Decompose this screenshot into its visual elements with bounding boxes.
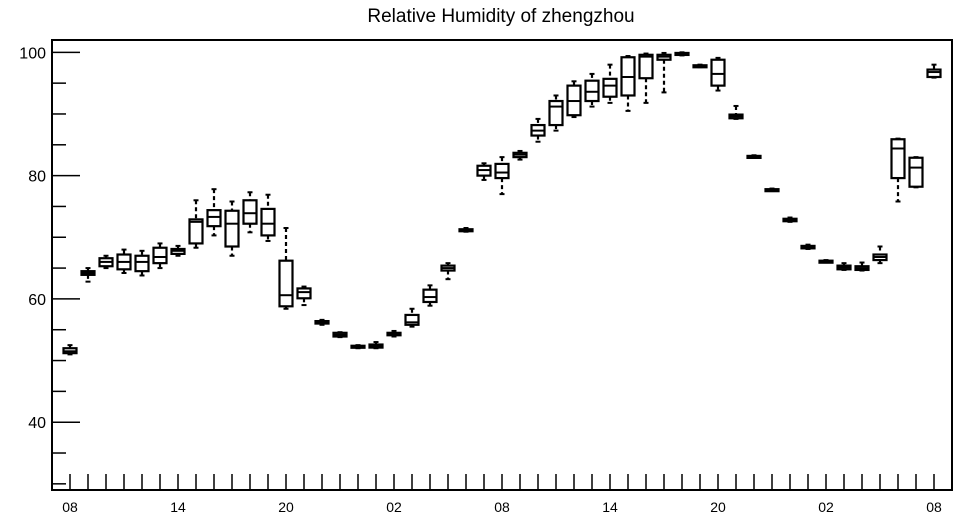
box-5 bbox=[152, 242, 168, 270]
box-47 bbox=[908, 156, 924, 189]
box-40 bbox=[782, 216, 798, 223]
box-39 bbox=[764, 187, 780, 193]
box-2 bbox=[98, 254, 114, 270]
box-28 bbox=[566, 80, 582, 119]
box-11 bbox=[260, 193, 276, 242]
x-tick-label: 20 bbox=[278, 499, 294, 515]
y-tick-label: 80 bbox=[28, 169, 46, 186]
box-44 bbox=[854, 261, 870, 272]
x-axis: 08 14 20 02 08 14 20 02 08 bbox=[62, 474, 942, 515]
box-35 bbox=[692, 63, 708, 69]
y-tick-label: 60 bbox=[28, 292, 46, 309]
box-31 bbox=[620, 55, 636, 112]
box-30 bbox=[602, 63, 618, 104]
box-33 bbox=[656, 51, 672, 94]
iqr-box bbox=[224, 209, 240, 248]
box-1 bbox=[80, 267, 96, 283]
box-9 bbox=[224, 200, 240, 257]
iqr-box bbox=[188, 218, 204, 245]
box-37 bbox=[728, 104, 744, 120]
box-21 bbox=[440, 262, 456, 281]
iqr-box bbox=[710, 58, 726, 87]
box-series bbox=[62, 51, 942, 356]
box-12 bbox=[278, 227, 294, 310]
box-41 bbox=[800, 243, 816, 250]
box-38 bbox=[746, 154, 762, 159]
box-36 bbox=[710, 56, 726, 92]
box-42 bbox=[818, 259, 834, 264]
iqr-box bbox=[206, 209, 222, 228]
chart-title: Relative Humidity of zhengzhou bbox=[367, 6, 634, 27]
y-axis: 40 60 80 100 bbox=[19, 45, 80, 485]
iqr-box bbox=[494, 162, 510, 180]
box-13 bbox=[296, 285, 312, 307]
x-tick-label: 14 bbox=[170, 499, 186, 515]
x-tick-label: 02 bbox=[386, 499, 402, 515]
box-24 bbox=[494, 156, 510, 196]
box-8 bbox=[206, 188, 222, 237]
iqr-box bbox=[422, 288, 438, 304]
box-43 bbox=[836, 262, 852, 271]
box-14 bbox=[314, 318, 330, 326]
box-18 bbox=[386, 329, 402, 338]
x-tick-label: 02 bbox=[818, 499, 834, 515]
box-16 bbox=[350, 344, 366, 350]
iqr-box bbox=[296, 287, 312, 300]
box-45 bbox=[872, 245, 888, 265]
x-tick-label: 14 bbox=[602, 499, 618, 515]
y-tick-label: 100 bbox=[19, 45, 46, 62]
iqr-box bbox=[260, 207, 276, 237]
iqr-box bbox=[278, 259, 294, 308]
box-27 bbox=[548, 94, 564, 132]
box-25 bbox=[512, 149, 528, 161]
box-26 bbox=[530, 117, 546, 143]
box-19 bbox=[404, 307, 420, 328]
iqr-box bbox=[890, 138, 906, 180]
iqr-box bbox=[134, 254, 150, 273]
box-10 bbox=[242, 191, 258, 234]
box-20 bbox=[422, 284, 438, 307]
box-3 bbox=[116, 248, 132, 275]
box-4 bbox=[134, 249, 150, 277]
x-tick-label: 08 bbox=[926, 499, 942, 515]
iqr-box bbox=[548, 99, 564, 127]
iqr-box bbox=[926, 68, 942, 79]
iqr-box bbox=[242, 199, 258, 225]
x-tick-label: 20 bbox=[710, 499, 726, 515]
box-46 bbox=[890, 137, 906, 203]
plot-frame bbox=[51, 39, 953, 491]
y-tick-label: 40 bbox=[28, 415, 46, 432]
iqr-box bbox=[152, 246, 168, 265]
box-7 bbox=[188, 199, 204, 249]
box-22 bbox=[458, 227, 474, 233]
x-tick-label: 08 bbox=[62, 499, 78, 515]
box-6 bbox=[170, 244, 186, 257]
box-23 bbox=[476, 162, 492, 181]
iqr-box bbox=[908, 156, 924, 188]
box-0 bbox=[62, 344, 78, 356]
iqr-box bbox=[638, 53, 654, 80]
box-17 bbox=[368, 341, 384, 350]
x-tick-label: 08 bbox=[494, 499, 510, 515]
iqr-box bbox=[404, 313, 420, 326]
box-48 bbox=[926, 63, 942, 79]
box-15 bbox=[332, 331, 348, 339]
iqr-box bbox=[602, 77, 618, 98]
box-34 bbox=[674, 51, 690, 57]
box-29 bbox=[584, 72, 600, 108]
box-32 bbox=[638, 52, 654, 104]
